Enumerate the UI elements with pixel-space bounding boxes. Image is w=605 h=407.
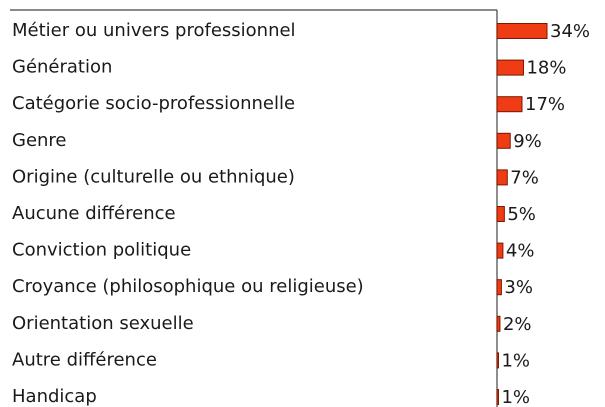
bar xyxy=(496,352,499,369)
category-label: Autre différence xyxy=(12,349,157,370)
value-label: 3% xyxy=(504,277,533,298)
bar xyxy=(496,132,511,149)
bar xyxy=(496,96,523,113)
category-label: Métier ou univers professionnel xyxy=(12,20,296,41)
value-label: 18% xyxy=(526,58,566,79)
bar xyxy=(496,206,505,222)
bar xyxy=(496,389,499,405)
bar xyxy=(496,315,501,332)
bar xyxy=(496,23,548,39)
value-label: 1% xyxy=(501,387,530,407)
category-label: Conviction politique xyxy=(12,240,191,261)
value-label: 34% xyxy=(550,21,590,42)
value-label: 7% xyxy=(510,167,539,188)
value-label: 4% xyxy=(506,241,535,262)
category-label: Genre xyxy=(12,130,67,151)
category-label: Orientation sexuelle xyxy=(12,313,194,334)
bar xyxy=(496,169,508,186)
category-label: Handicap xyxy=(12,386,97,407)
category-label: Croyance (philosophique ou religieuse) xyxy=(12,276,364,297)
value-label: 9% xyxy=(513,131,542,152)
value-label: 1% xyxy=(501,350,530,371)
category-label: Génération xyxy=(12,57,112,78)
value-label: 5% xyxy=(507,204,536,225)
value-label: 17% xyxy=(525,94,565,115)
value-label: 2% xyxy=(503,314,532,335)
bar xyxy=(496,59,524,76)
bar xyxy=(496,242,504,259)
category-label: Origine (culturelle ou ethnique) xyxy=(12,166,295,187)
category-label: Catégorie socio-professionnelle xyxy=(12,93,295,114)
bar xyxy=(496,279,502,296)
category-label: Aucune différence xyxy=(12,203,176,224)
